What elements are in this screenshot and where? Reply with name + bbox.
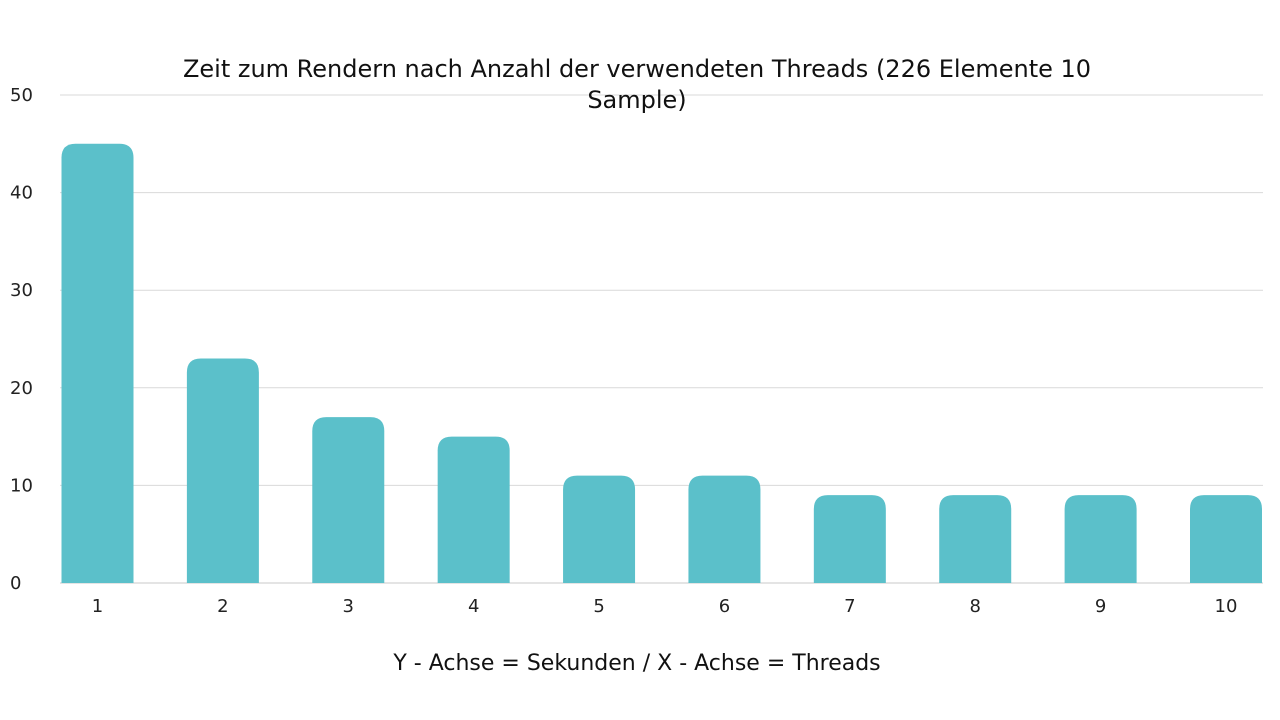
y-tick-label: 40	[10, 183, 33, 204]
bar-10	[1190, 495, 1262, 583]
x-tick-label: 7	[844, 596, 855, 617]
x-tick-label: 4	[468, 596, 479, 617]
bar-4	[437, 436, 510, 583]
x-tick-label: 1	[92, 596, 103, 617]
bar-9	[1064, 495, 1137, 583]
x-axis-label: Y - Achse = Sekunden / X - Achse = Threa…	[392, 651, 880, 676]
x-tick-label: 2	[217, 596, 228, 617]
x-tick-label: 3	[343, 596, 354, 617]
bars	[61, 143, 1262, 584]
y-tick-label: 0	[10, 573, 21, 594]
bar-2	[186, 358, 259, 583]
y-tick-label: 20	[10, 378, 33, 399]
bar-7	[813, 495, 886, 583]
x-tick-label: 6	[719, 596, 730, 617]
y-tick-label: 10	[10, 475, 33, 496]
y-tick-label: 50	[10, 85, 33, 106]
bar-5	[563, 475, 636, 583]
x-tick-label: 10	[1215, 596, 1238, 617]
x-tick-label: 5	[593, 596, 604, 617]
y-tick-label: 30	[10, 280, 33, 301]
bar-3	[312, 417, 385, 583]
gridlines	[60, 94, 1263, 584]
bar-8	[939, 495, 1012, 583]
bar-6	[688, 475, 761, 583]
bar-1	[61, 143, 134, 584]
x-tick-label: 9	[1095, 596, 1106, 617]
x-tick-label: 8	[969, 596, 980, 617]
chart-title-line-2: Sample)	[587, 86, 686, 114]
y-axis-ticks: 0 10 20 30 40 50	[10, 85, 33, 594]
x-axis-ticks: 1 2 3 4 5 6 7 8 9 10	[92, 596, 1238, 617]
chart-title-line-1: Zeit zum Rendern nach Anzahl der verwend…	[183, 55, 1091, 83]
